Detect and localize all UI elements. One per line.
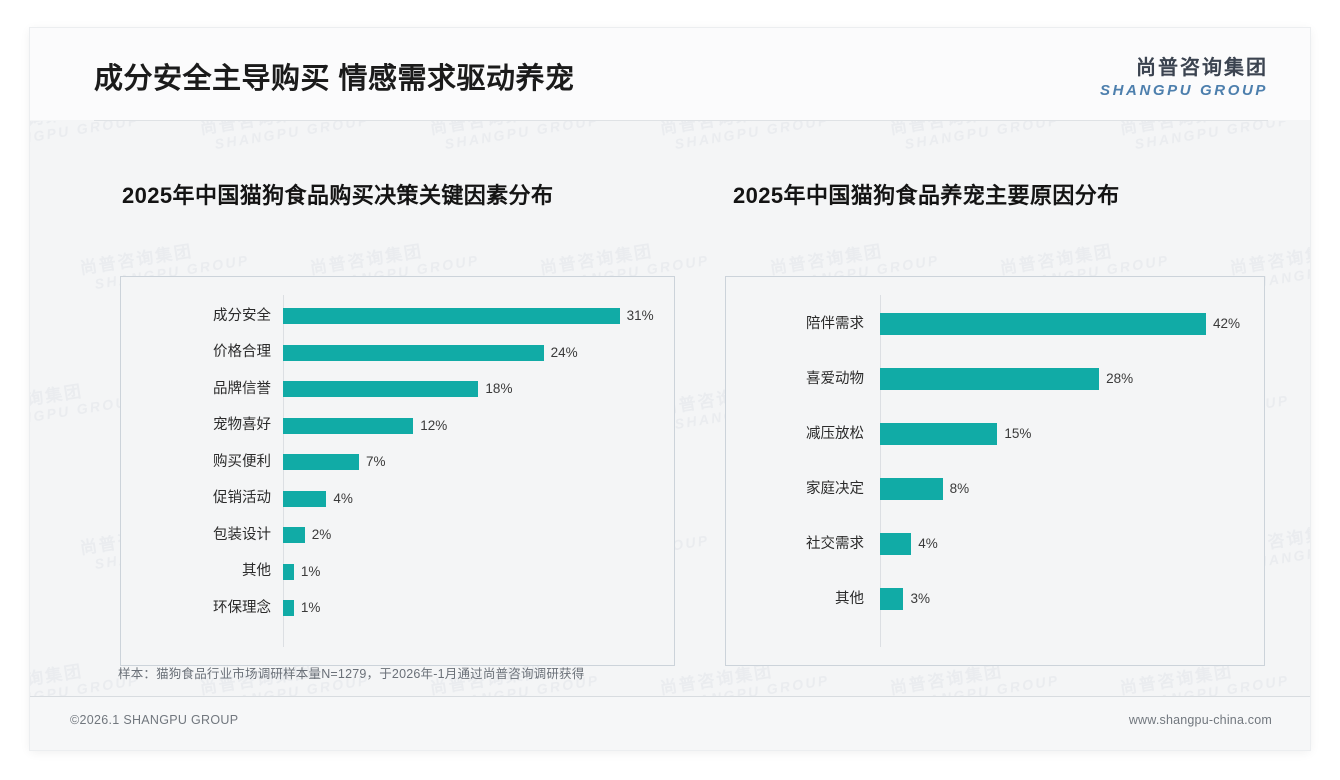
bar-value-label: 42% bbox=[1212, 316, 1240, 332]
bar-row: 社交需求 4% bbox=[754, 533, 1254, 555]
bar-category-label: 成分安全 bbox=[213, 307, 271, 324]
bar-value-label: 31% bbox=[626, 308, 654, 324]
slide-canvas: 成分安全主导购买 情感需求驱动养宠 尚普咨询集团 SHANGPU GROUP 尚… bbox=[30, 28, 1310, 750]
bar-fill bbox=[283, 563, 294, 580]
bar-category-label: 其他 bbox=[835, 590, 864, 607]
bar-track: 1% bbox=[283, 600, 663, 616]
bar-track: 4% bbox=[880, 533, 1240, 555]
bar-row: 促销活动 4% bbox=[151, 490, 671, 507]
bar-category-label: 品牌信誉 bbox=[213, 380, 271, 397]
bar-track: 31% bbox=[283, 308, 663, 324]
header-divider bbox=[94, 120, 1268, 121]
bar-row: 包装设计 2% bbox=[151, 527, 671, 543]
bar-value-label: 28% bbox=[1106, 371, 1134, 387]
bar-value-label: 2% bbox=[311, 527, 332, 543]
chart-plot-area-right: 陪伴需求 42% 喜爱动物 28% 减压放松 15% 家庭决定 8% 社交需求 4% 其他 3% bbox=[725, 276, 1265, 666]
bar-fill bbox=[283, 490, 327, 507]
bar-category-label: 包装设计 bbox=[213, 526, 271, 543]
bar-track: 2% bbox=[283, 527, 663, 543]
chart-plot-area-left: 成分安全 31% 价格合理 24% 品牌信誉 18% 宠物喜好 12% 购买便利 7% 促销活动 4%… bbox=[120, 276, 675, 666]
bar-row: 减压放松 15% bbox=[754, 423, 1254, 445]
logo-english-text: SHANGPU GROUP bbox=[1100, 82, 1268, 99]
bar-value-label: 1% bbox=[300, 600, 321, 616]
bar-category-label: 减压放松 bbox=[806, 425, 864, 442]
bar-value-label: 4% bbox=[333, 490, 353, 506]
bar-row: 环保理念 1% bbox=[151, 600, 671, 616]
bar-category-label: 环保理念 bbox=[213, 599, 271, 616]
bar-value-label: 18% bbox=[485, 381, 513, 397]
sample-footnote: 样本：猫狗食品行业市场调研样本量N=1279，于2026年-1月通过尚普咨询调研… bbox=[118, 667, 585, 681]
bar-category-label: 购买便利 bbox=[213, 453, 271, 470]
bar-fill bbox=[880, 588, 904, 610]
bar-fill bbox=[880, 533, 912, 555]
copyright-text: ©2026.1 SHANGPU GROUP bbox=[70, 713, 239, 727]
bar-row: 其他 3% bbox=[754, 588, 1254, 610]
bar-fill bbox=[283, 308, 620, 324]
bar-category-label: 社交需求 bbox=[806, 535, 864, 552]
bar-value-label: 8% bbox=[949, 481, 970, 497]
bar-category-label: 促销活动 bbox=[213, 490, 271, 507]
bar-fill bbox=[283, 527, 305, 543]
bar-row: 购买便利 7% bbox=[151, 454, 671, 470]
bar-track: 1% bbox=[283, 563, 663, 580]
chart-axis-line-left bbox=[283, 295, 284, 647]
chart-axis-line-right bbox=[880, 295, 881, 647]
bar-track: 42% bbox=[880, 313, 1240, 335]
website-link[interactable]: www.shangpu-china.com bbox=[1128, 713, 1272, 727]
brand-logo: 尚普咨询集团 SHANGPU GROUP bbox=[1100, 56, 1268, 101]
bar-fill bbox=[880, 368, 1100, 390]
logo-chinese-text: 尚普咨询集团 bbox=[1136, 57, 1268, 79]
bar-track: 28% bbox=[880, 368, 1240, 390]
bar-value-label: 1% bbox=[300, 563, 321, 579]
bar-track: 8% bbox=[880, 478, 1240, 500]
bar-value-label: 7% bbox=[366, 454, 386, 470]
bar-track: 24% bbox=[283, 344, 663, 361]
page-title: 成分安全主导购买 情感需求驱动养宠 bbox=[94, 63, 575, 95]
bar-fill bbox=[283, 600, 294, 616]
bar-fill bbox=[880, 478, 943, 500]
bar-track: 12% bbox=[283, 417, 663, 434]
bar-category-label: 价格合理 bbox=[213, 344, 271, 361]
bar-fill bbox=[283, 344, 544, 361]
bar-row: 品牌信誉 18% bbox=[151, 381, 671, 397]
bar-track: 15% bbox=[880, 423, 1240, 445]
bar-fill bbox=[283, 381, 479, 397]
bar-category-label: 陪伴需求 bbox=[806, 315, 864, 332]
bar-track: 18% bbox=[283, 381, 663, 397]
bar-value-label: 4% bbox=[918, 536, 938, 552]
bar-category-label: 喜爱动物 bbox=[806, 370, 864, 387]
bar-row: 价格合理 24% bbox=[151, 344, 671, 361]
slide-footer: ©2026.1 SHANGPU GROUP www.shangpu-china.… bbox=[30, 696, 1310, 750]
bar-category-label: 宠物喜好 bbox=[213, 417, 271, 434]
bar-row: 宠物喜好 12% bbox=[151, 417, 671, 434]
bar-track: 3% bbox=[880, 588, 1240, 610]
bar-value-label: 24% bbox=[550, 344, 578, 360]
bar-row: 其他 1% bbox=[151, 563, 671, 580]
bar-fill bbox=[880, 313, 1206, 335]
slide-header: 成分安全主导购买 情感需求驱动养宠 尚普咨询集团 SHANGPU GROUP bbox=[30, 28, 1310, 120]
bar-category-label: 其他 bbox=[242, 563, 271, 580]
bar-row: 家庭决定 8% bbox=[754, 478, 1254, 500]
bar-row: 喜爱动物 28% bbox=[754, 368, 1254, 390]
bar-value-label: 15% bbox=[1004, 426, 1032, 442]
chart-title-right: 2025年中国猫狗食品养宠主要原因分布 bbox=[733, 183, 1120, 208]
bar-row: 成分安全 31% bbox=[151, 308, 671, 324]
bar-track: 7% bbox=[283, 454, 663, 470]
bar-category-label: 家庭决定 bbox=[806, 480, 864, 497]
bar-value-label: 3% bbox=[910, 591, 930, 607]
bar-fill bbox=[283, 454, 359, 470]
bar-row: 陪伴需求 42% bbox=[754, 313, 1254, 335]
bar-value-label: 12% bbox=[420, 417, 448, 433]
bar-track: 4% bbox=[283, 490, 663, 507]
bar-fill bbox=[283, 417, 414, 434]
chart-title-left: 2025年中国猫狗食品购买决策关键因素分布 bbox=[122, 183, 554, 208]
bar-fill bbox=[880, 423, 998, 445]
